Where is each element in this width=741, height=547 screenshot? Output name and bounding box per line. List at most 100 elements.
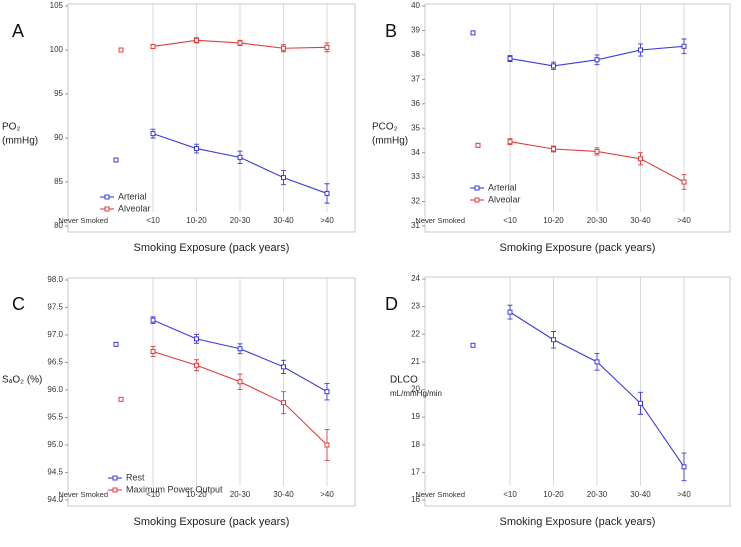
marker bbox=[118, 396, 124, 402]
y-tick-label: 31 bbox=[411, 221, 420, 230]
x-tick-label: 10-20 bbox=[186, 490, 207, 499]
y-axis-label: PO₂ bbox=[2, 122, 20, 133]
y-tick-label: 21 bbox=[411, 357, 420, 366]
y-axis-unit: (mmHg) bbox=[372, 136, 408, 147]
x-tick-label: 10-20 bbox=[186, 216, 207, 225]
y-tick-label: 90 bbox=[54, 133, 63, 142]
y-tick-label: 16 bbox=[411, 495, 420, 504]
marker bbox=[470, 30, 476, 36]
marker bbox=[113, 157, 119, 163]
panel-letter: A bbox=[12, 21, 24, 41]
plot-frame bbox=[67, 277, 356, 507]
x-tick-label: 30-40 bbox=[630, 216, 651, 225]
marker bbox=[281, 45, 286, 51]
x-tick-label: 20-30 bbox=[230, 216, 251, 225]
marker bbox=[194, 362, 199, 368]
x-axis-label: Smoking Exposure (pack years) bbox=[500, 242, 656, 254]
y-tick-label: 97.5 bbox=[47, 303, 63, 312]
marker bbox=[324, 44, 330, 50]
marker bbox=[150, 317, 156, 323]
marker bbox=[237, 346, 243, 352]
marker bbox=[681, 179, 687, 185]
marker bbox=[681, 43, 687, 49]
y-tick-label: 100 bbox=[50, 45, 64, 54]
legend-marker bbox=[474, 197, 480, 203]
legend-label: Arterial bbox=[118, 191, 147, 201]
marker bbox=[150, 349, 156, 354]
x-axis-label: Smoking Exposure (pack years) bbox=[134, 242, 290, 254]
y-tick-label: 95.0 bbox=[47, 440, 63, 449]
x-axis-label: Smoking Exposure (pack years) bbox=[134, 516, 290, 528]
x-tick-label: 30-40 bbox=[273, 216, 294, 225]
marker bbox=[551, 63, 556, 69]
legend-label: Maximum Power Output bbox=[126, 484, 223, 494]
y-tick-label: 24 bbox=[411, 274, 420, 283]
y-tick-label: 38 bbox=[411, 50, 420, 59]
y-axis-unit: (mmHg) bbox=[2, 136, 38, 147]
legend-marker bbox=[112, 487, 118, 493]
y-tick-label: 94.0 bbox=[47, 495, 63, 504]
marker bbox=[281, 364, 286, 370]
x-tick-label: <10 bbox=[503, 216, 517, 225]
y-tick-label: 98.0 bbox=[47, 275, 63, 284]
marker bbox=[551, 146, 556, 152]
marker bbox=[507, 309, 513, 315]
marker bbox=[324, 389, 330, 395]
y-tick-label: 95 bbox=[54, 89, 63, 98]
marker bbox=[113, 341, 119, 347]
y-tick-label: 33 bbox=[411, 172, 420, 181]
legend-marker bbox=[474, 185, 480, 191]
marker bbox=[475, 142, 481, 148]
x-tick-label: 10-20 bbox=[543, 216, 564, 225]
marker bbox=[237, 40, 243, 46]
marker bbox=[194, 146, 199, 152]
y-tick-label: 17 bbox=[411, 467, 420, 476]
y-tick-label: 97.0 bbox=[47, 330, 63, 339]
x-tick-label: Never Smoked bbox=[58, 216, 108, 225]
panel-letter: D bbox=[385, 294, 398, 314]
x-tick-label: Never Smoked bbox=[415, 216, 465, 225]
marker bbox=[118, 47, 124, 53]
y-tick-label: 85 bbox=[54, 177, 63, 186]
marker bbox=[324, 190, 330, 196]
y-tick-label: 32 bbox=[411, 197, 420, 206]
marker bbox=[638, 47, 643, 53]
x-tick-label: >40 bbox=[677, 490, 691, 499]
x-tick-label: 20-30 bbox=[587, 216, 608, 225]
legend-marker bbox=[104, 206, 110, 212]
marker bbox=[594, 359, 600, 365]
marker bbox=[681, 464, 687, 470]
y-tick-label: 34 bbox=[411, 148, 420, 157]
y-tick-label: 35 bbox=[411, 123, 420, 132]
marker bbox=[594, 148, 600, 154]
legend-label: Rest bbox=[126, 472, 145, 482]
y-tick-label: 19 bbox=[411, 412, 420, 421]
plot-frame bbox=[67, 3, 356, 233]
y-axis-label: PCO₂ bbox=[372, 122, 398, 133]
marker bbox=[470, 342, 476, 348]
y-tick-label: 22 bbox=[411, 329, 420, 338]
legend-label: Alveolar bbox=[488, 194, 521, 204]
y-tick-label: 96.0 bbox=[47, 385, 63, 394]
x-tick-label: >40 bbox=[320, 490, 334, 499]
marker bbox=[507, 56, 513, 62]
legend-label: Alveolar bbox=[118, 203, 151, 213]
x-tick-label: 10-20 bbox=[543, 490, 564, 499]
y-axis-unit: mL/mmHg/min bbox=[390, 389, 442, 398]
marker bbox=[150, 43, 156, 49]
marker bbox=[594, 57, 600, 63]
marker bbox=[281, 175, 286, 181]
x-tick-label: <10 bbox=[146, 490, 160, 499]
plot-frame bbox=[424, 276, 731, 507]
panel-letter: C bbox=[12, 294, 25, 314]
legend-marker bbox=[104, 194, 110, 200]
y-tick-label: 20 bbox=[411, 385, 420, 394]
marker bbox=[237, 154, 243, 160]
panel-letter: B bbox=[385, 21, 397, 41]
y-tick-label: 18 bbox=[411, 440, 420, 449]
y-tick-label: 23 bbox=[411, 302, 420, 311]
x-axis-label: Smoking Exposure (pack years) bbox=[500, 516, 656, 528]
y-tick-label: 40 bbox=[411, 1, 420, 10]
marker bbox=[638, 156, 643, 162]
x-tick-label: <10 bbox=[503, 490, 517, 499]
